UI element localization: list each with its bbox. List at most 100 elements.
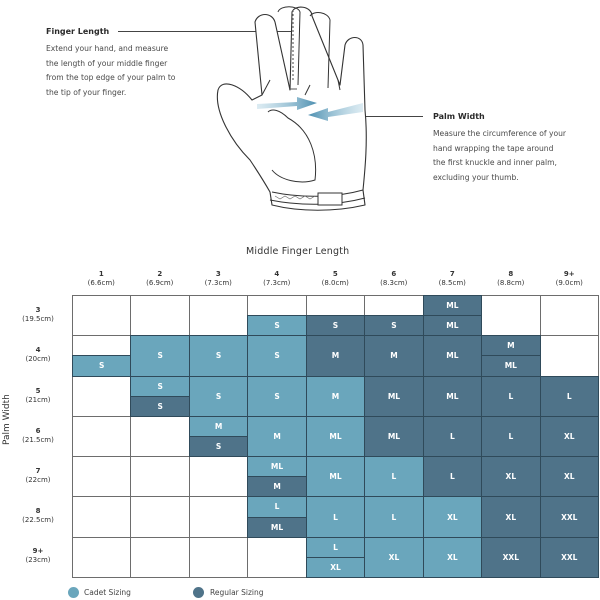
- palm-width-heading: Palm Width: [433, 112, 485, 121]
- grid-cell: [130, 536, 190, 578]
- grid-cell: [130, 415, 190, 458]
- column-header: 4 (7.3cm): [263, 270, 291, 287]
- cadet-size-block: S: [130, 335, 190, 377]
- column-header: 1 (6.6cm): [87, 270, 115, 287]
- x-axis-title: Middle Finger Length: [246, 246, 350, 257]
- column-header: 7 (8.5cm): [438, 270, 466, 287]
- row-header: 6 (21.5cm): [22, 427, 54, 444]
- cadet-size-block: S: [72, 355, 132, 377]
- regular-size-block: ML: [422, 295, 483, 317]
- cadet-size-block: ML: [305, 415, 366, 458]
- regular-size-block: ML: [247, 516, 307, 538]
- column-header: 6 (8.3cm): [380, 270, 408, 287]
- grid-cell: [188, 496, 249, 538]
- grid-cell: [72, 375, 132, 417]
- regular-size-block: M: [364, 335, 424, 377]
- regular-size-block: ML: [481, 355, 541, 377]
- row-header: 9+ (23cm): [25, 547, 51, 564]
- palm-width-line: Measure the circumference of your: [433, 129, 567, 138]
- regular-size-block: L: [481, 375, 541, 417]
- grid-cell: [130, 456, 190, 498]
- regular-size-block: S: [364, 315, 424, 337]
- cadet-size-block: XL: [364, 536, 424, 578]
- row-header: 4 (20cm): [25, 346, 51, 363]
- cadet-size-block: M: [305, 375, 366, 417]
- palm-width-line: the first knuckle and inner palm,: [433, 158, 557, 167]
- finger-length-line: the length of your middle finger: [46, 58, 168, 68]
- finger-length-leader-line: [118, 31, 293, 32]
- grid-cell: [72, 536, 132, 578]
- cadet-size-block: L: [247, 496, 307, 518]
- cadet-size-block: S: [130, 375, 190, 397]
- column-header: 9+ (9.0cm): [555, 270, 583, 287]
- palm-width-line: hand wrapping the tape around: [433, 143, 554, 153]
- row-header: 7 (22cm): [25, 467, 51, 484]
- regular-size-block: XXL: [481, 536, 541, 578]
- regular-size-block: M: [247, 476, 307, 498]
- column-header: 3 (7.3cm): [204, 270, 232, 287]
- cadet-size-block: M: [247, 415, 307, 458]
- regular-legend-swatch-icon: [193, 587, 204, 598]
- grid-cell: [72, 456, 132, 498]
- column-header: 8 (8.8cm): [497, 270, 525, 287]
- regular-size-block: M: [305, 335, 366, 377]
- grid-cell: [188, 536, 249, 578]
- cadet-legend-label: Cadet Sizing: [84, 588, 131, 597]
- cadet-size-block: L: [364, 496, 424, 538]
- regular-size-block: ML: [422, 335, 483, 377]
- cadet-size-block: M: [188, 415, 249, 437]
- finger-length-line: Extend your hand, and measure: [46, 44, 169, 53]
- cadet-size-block: XL: [422, 536, 483, 578]
- grid-cell: [188, 295, 249, 337]
- regular-size-block: XL: [481, 496, 541, 538]
- row-header: 8 (22.5cm): [22, 507, 54, 524]
- regular-size-block: ML: [364, 375, 424, 417]
- regular-size-block: S: [188, 436, 249, 458]
- palm-width-leader-line: [365, 116, 423, 117]
- cadet-size-block: ML: [305, 456, 366, 498]
- cadet-size-block: S: [188, 335, 249, 377]
- regular-size-block: L: [422, 415, 483, 458]
- grid-cell: [247, 536, 307, 578]
- column-header: 5 (8.0cm): [321, 270, 349, 287]
- regular-size-block: XXL: [539, 536, 599, 578]
- finger-length-heading: Finger Length: [46, 27, 110, 36]
- regular-size-block: XL: [481, 456, 541, 498]
- row-header: 5 (21cm): [25, 387, 51, 404]
- grid-cell: [130, 496, 190, 538]
- finger-length-line: from the top edge of your palm to: [46, 73, 176, 82]
- grid-cell: [539, 295, 599, 337]
- grid-cell: [539, 335, 599, 377]
- regular-size-block: L: [539, 375, 599, 417]
- cadet-size-block: L: [305, 536, 366, 558]
- regular-size-block: M: [481, 335, 541, 357]
- regular-size-block: L: [481, 415, 541, 458]
- cadet-legend-swatch-icon: [68, 587, 79, 598]
- grid-cell: [72, 496, 132, 538]
- cadet-size-block: S: [247, 315, 307, 337]
- palm-width-line: excluding your thumb.: [433, 172, 519, 182]
- finger-length-line: the tip of your finger.: [46, 87, 127, 97]
- cadet-size-block: ML: [247, 456, 307, 478]
- cadet-size-block: XL: [422, 496, 483, 538]
- finger-length-description: Extend your hand, and measure the length…: [46, 42, 236, 100]
- cadet-size-block: S: [188, 375, 249, 417]
- grid-cell: [72, 415, 132, 458]
- regular-size-block: XXL: [539, 496, 599, 538]
- regular-size-block: ML: [422, 375, 483, 417]
- regular-size-block: S: [305, 315, 366, 337]
- column-header: 2 (6.9cm): [146, 270, 174, 287]
- cadet-size-block: L: [364, 456, 424, 498]
- row-header: 3 (19.5cm): [22, 306, 54, 323]
- regular-size-block: ML: [364, 415, 424, 458]
- regular-size-block: XL: [539, 456, 599, 498]
- grid-cell: [72, 295, 132, 337]
- regular-size-block: ML: [422, 315, 483, 337]
- grid-cell: [130, 295, 190, 337]
- regular-legend-label: Regular Sizing: [210, 588, 264, 597]
- grid-cell: [188, 456, 249, 498]
- grid-cell: [481, 295, 541, 337]
- cadet-size-block: S: [247, 335, 307, 377]
- palm-width-description: Measure the circumference of your hand w…: [433, 127, 600, 185]
- regular-size-block: S: [130, 395, 190, 417]
